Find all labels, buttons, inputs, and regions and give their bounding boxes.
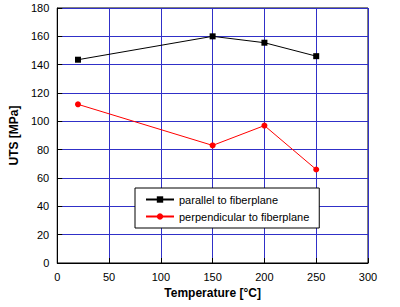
svg-text:300: 300: [359, 271, 377, 283]
svg-text:140: 140: [31, 59, 49, 71]
svg-text:60: 60: [37, 172, 49, 184]
svg-text:150: 150: [203, 271, 221, 283]
svg-text:20: 20: [37, 229, 49, 241]
svg-text:parallel to fiberplane: parallel to fiberplane: [179, 194, 278, 206]
svg-text:100: 100: [152, 271, 170, 283]
svg-text:180: 180: [31, 2, 49, 14]
svg-text:160: 160: [31, 30, 49, 42]
svg-text:0: 0: [54, 271, 60, 283]
svg-text:80: 80: [37, 144, 49, 156]
svg-text:perpendicular to fiberplane: perpendicular to fiberplane: [179, 211, 309, 223]
svg-text:250: 250: [307, 271, 325, 283]
svg-text:UTS [MPa]: UTS [MPa]: [7, 105, 21, 165]
svg-text:100: 100: [31, 115, 49, 127]
svg-text:200: 200: [255, 271, 273, 283]
svg-text:50: 50: [103, 271, 115, 283]
svg-text:Temperature [°C]: Temperature [°C]: [164, 286, 261, 300]
svg-text:0: 0: [43, 257, 49, 269]
svg-text:40: 40: [37, 200, 49, 212]
svg-text:120: 120: [31, 87, 49, 99]
